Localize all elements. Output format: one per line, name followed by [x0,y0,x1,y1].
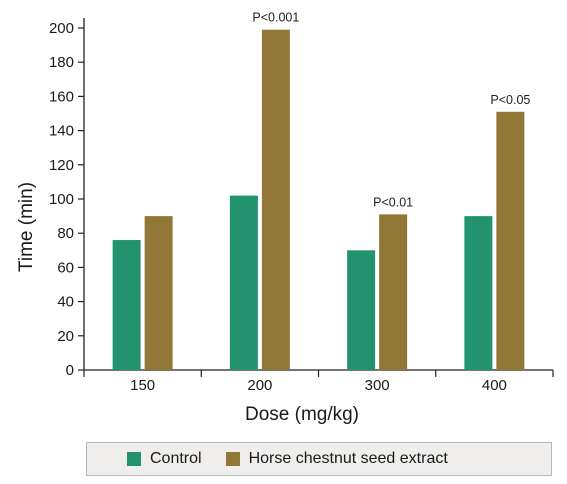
y-tick-label: 180 [49,54,74,71]
x-tick-label: 200 [247,377,272,394]
y-tick-label: 0 [66,362,74,379]
bar-chart: 0 20 40 60 80 100 120 140 160 180 200 150 200 300 400… [16,11,554,425]
x-axis-title: Dose (mg/kg) [245,404,359,425]
bar-extract-400 [496,111,525,370]
x-tick-label: 300 [365,377,390,394]
y-tick-label: 100 [49,191,74,208]
y-axis-title: Time (min) [16,182,37,272]
bar-extract-150 [144,216,173,370]
y-tick-label: 140 [49,123,74,140]
bar-control-300 [347,250,376,370]
legend-item-extract: Horse chestnut seed extract [225,450,448,468]
bar-control-400 [464,216,493,370]
y-tick-label: 160 [49,88,74,105]
bar-extract-200 [261,29,290,371]
legend-label-control: Control [150,450,202,467]
legend-item-control: Control [127,450,202,468]
significance-label: P<0.05 [490,93,530,107]
y-tick-label: 60 [57,259,74,276]
x-tick-label: 150 [130,377,155,394]
y-axis: 0 20 40 60 80 100 120 140 160 180 200 [49,18,85,379]
legend-swatch-control [127,452,141,466]
legend: Control Horse chestnut seed extract [86,442,552,476]
legend-label-extract: Horse chestnut seed extract [248,450,448,467]
annotations: P<0.001 P<0.01 P<0.05 [252,11,530,210]
significance-label: P<0.01 [373,195,413,209]
y-tick-label: 20 [57,328,74,345]
y-tick-label: 200 [49,20,74,37]
significance-label: P<0.001 [252,11,299,25]
x-axis: 150 200 300 400 [83,369,554,394]
bars [112,29,525,371]
y-tick-label: 120 [49,157,74,174]
legend-swatch-extract [225,452,240,466]
y-tick-label: 40 [57,294,74,311]
x-tick-label: 400 [482,377,507,394]
bar-extract-300 [379,214,408,370]
bar-control-150 [112,240,141,370]
y-tick-label: 80 [57,225,74,242]
bar-control-200 [229,195,258,370]
